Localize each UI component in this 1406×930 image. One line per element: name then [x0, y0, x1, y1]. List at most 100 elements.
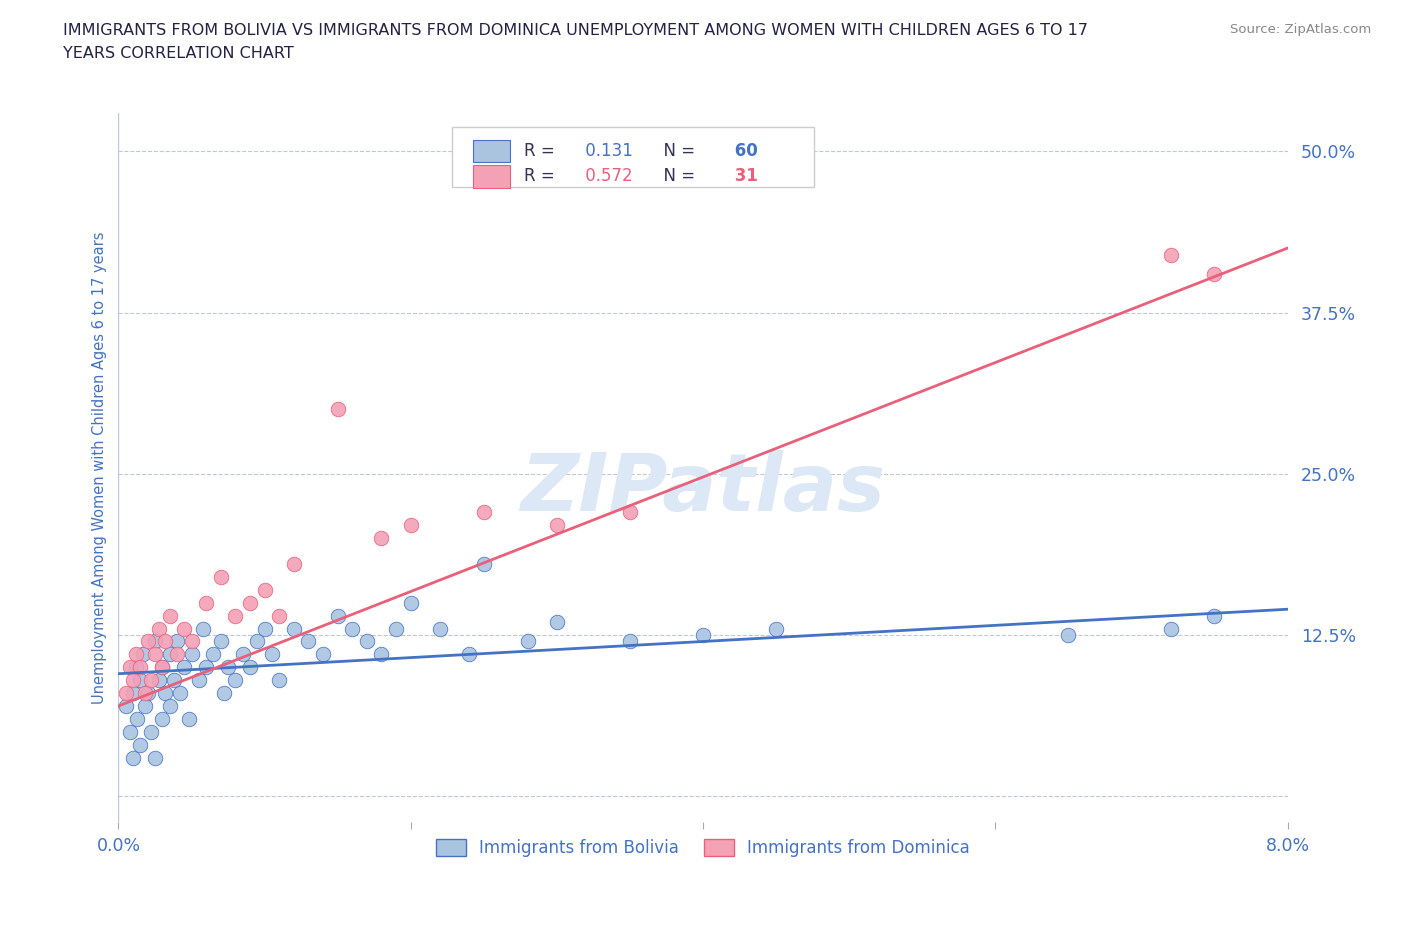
Point [253, 621, 276, 636]
Point [546, 615, 568, 630]
Point [139, 724, 162, 739]
Point [122, 751, 145, 765]
Y-axis label: Unemployment Among Women with Children Ages 6 to 17 years: Unemployment Among Women with Children A… [93, 231, 107, 704]
Point [136, 634, 159, 649]
Point [122, 672, 145, 687]
Text: IMMIGRANTS FROM BOLIVIA VS IMMIGRANTS FROM DOMINICA UNEMPLOYMENT AMONG WOMEN WIT: IMMIGRANTS FROM BOLIVIA VS IMMIGRANTS FR… [63, 23, 1088, 38]
Point [1057, 628, 1080, 643]
Point [1160, 247, 1182, 262]
Point [232, 647, 254, 662]
Point [224, 608, 246, 623]
Point [246, 634, 269, 649]
Point [619, 634, 641, 649]
Text: ZIPatlas: ZIPatlas [520, 449, 886, 527]
Point [173, 660, 195, 675]
Point [173, 621, 195, 636]
Point [370, 531, 392, 546]
Point [342, 621, 364, 636]
Point [166, 647, 188, 662]
Point [253, 582, 276, 597]
Point [132, 647, 155, 662]
Text: R =: R = [524, 167, 560, 185]
Point [143, 634, 166, 649]
Legend: Immigrants from Bolivia, Immigrants from Dominica: Immigrants from Bolivia, Immigrants from… [429, 831, 977, 863]
Point [166, 634, 188, 649]
Point [619, 505, 641, 520]
Point [692, 628, 714, 643]
Point [129, 660, 152, 675]
Text: 0.572: 0.572 [581, 167, 633, 185]
Point [269, 608, 291, 623]
Point [472, 505, 495, 520]
Point [399, 595, 422, 610]
Point [159, 647, 181, 662]
Point [134, 685, 156, 700]
FancyBboxPatch shape [472, 165, 510, 188]
Point [143, 751, 166, 765]
Point [114, 698, 136, 713]
Point [1204, 266, 1226, 281]
Point [472, 557, 495, 572]
Point [122, 685, 145, 700]
Point [129, 737, 152, 752]
Point [385, 621, 408, 636]
Point [326, 402, 349, 417]
Point [125, 647, 148, 662]
Point [356, 634, 378, 649]
FancyBboxPatch shape [472, 140, 510, 163]
Point [312, 647, 335, 662]
Text: R =: R = [524, 142, 560, 160]
Point [177, 711, 200, 726]
Point [370, 647, 392, 662]
Point [195, 660, 218, 675]
Point [150, 660, 173, 675]
Point [153, 634, 176, 649]
Text: YEARS CORRELATION CHART: YEARS CORRELATION CHART [63, 46, 294, 60]
Point [125, 660, 148, 675]
Point [224, 672, 246, 687]
Point [136, 685, 159, 700]
Point [169, 685, 191, 700]
Point [209, 634, 232, 649]
Point [134, 698, 156, 713]
Point [429, 621, 451, 636]
Point [765, 621, 787, 636]
Point [209, 569, 232, 584]
Point [159, 698, 181, 713]
Point [283, 621, 305, 636]
Point [516, 634, 538, 649]
Text: 31: 31 [728, 167, 758, 185]
Point [239, 595, 262, 610]
Point [212, 685, 235, 700]
Point [326, 608, 349, 623]
Point [458, 647, 481, 662]
Text: Source: ZipAtlas.com: Source: ZipAtlas.com [1230, 23, 1371, 36]
Point [148, 621, 170, 636]
Point [120, 724, 142, 739]
Point [114, 685, 136, 700]
FancyBboxPatch shape [451, 126, 814, 187]
Point [1160, 621, 1182, 636]
Point [127, 711, 149, 726]
Point [139, 672, 162, 687]
Point [143, 647, 166, 662]
Point [269, 672, 291, 687]
Point [180, 647, 202, 662]
Point [1204, 608, 1226, 623]
Point [217, 660, 239, 675]
Point [159, 608, 181, 623]
Point [193, 621, 215, 636]
Text: 60: 60 [728, 142, 758, 160]
Text: 0.131: 0.131 [581, 142, 633, 160]
Text: N =: N = [652, 142, 700, 160]
Point [297, 634, 319, 649]
Point [129, 672, 152, 687]
Point [180, 634, 202, 649]
Point [150, 660, 173, 675]
Point [399, 518, 422, 533]
Point [239, 660, 262, 675]
Point [202, 647, 225, 662]
Point [195, 595, 218, 610]
Point [148, 672, 170, 687]
Point [546, 518, 568, 533]
